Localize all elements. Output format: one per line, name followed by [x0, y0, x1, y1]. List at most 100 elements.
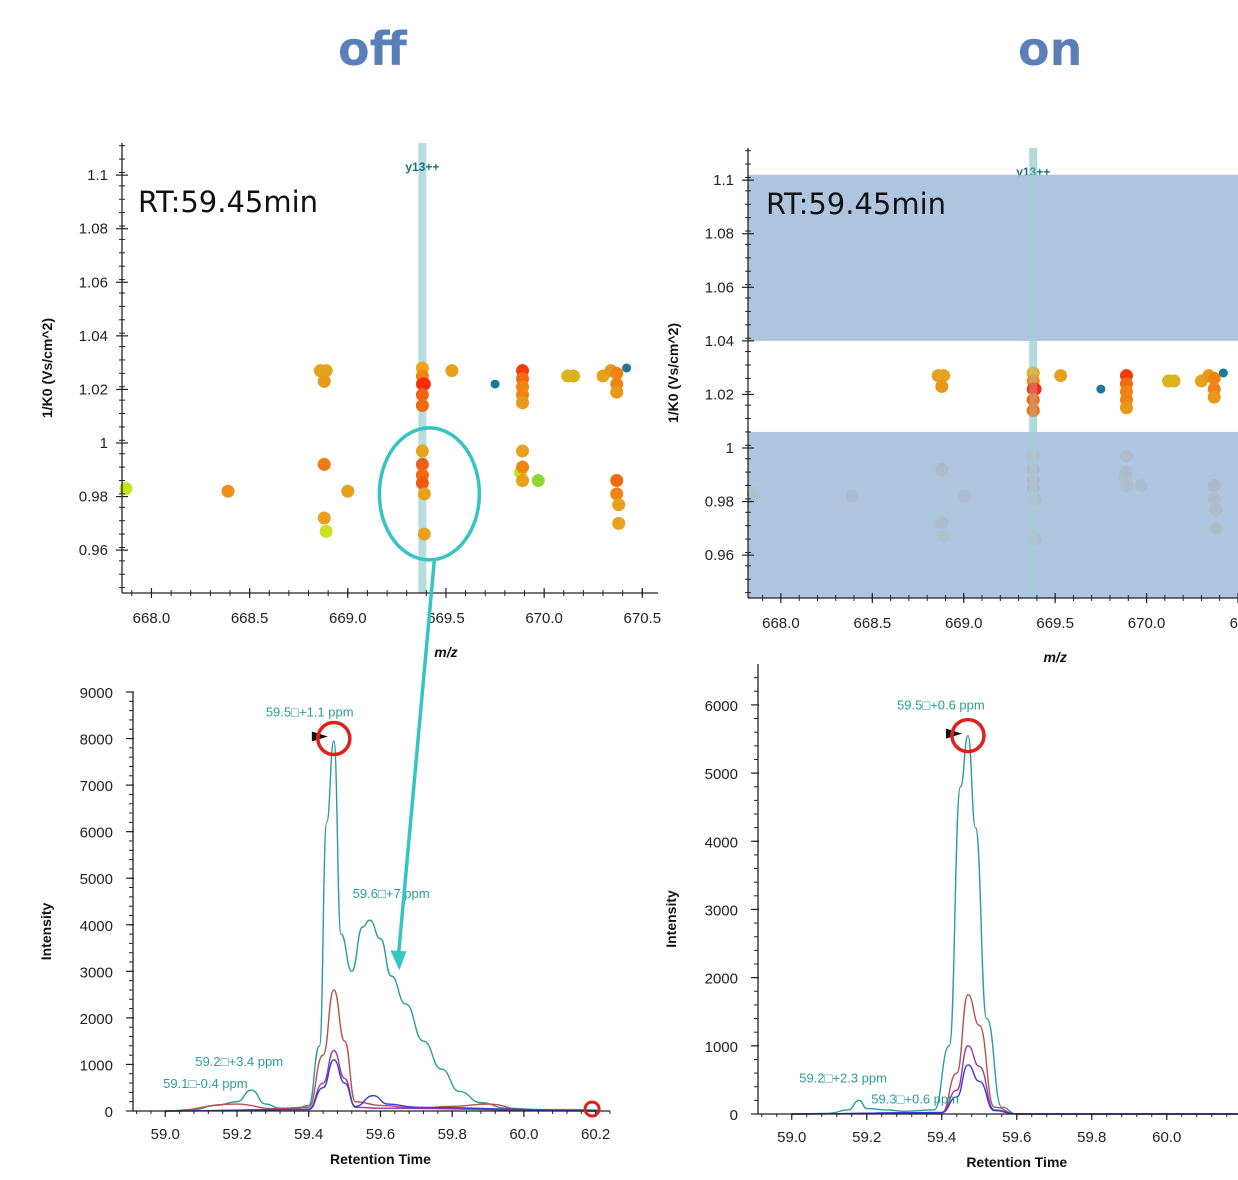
data-point — [1026, 393, 1040, 407]
x-axis-label: Retention Time — [966, 1154, 1067, 1170]
y-tick-label: 5000 — [705, 766, 738, 783]
y-tick-label: 1.02 — [705, 386, 734, 403]
data-point — [319, 524, 333, 538]
off-panel-title: off — [338, 22, 407, 76]
data-point — [415, 388, 429, 402]
chromatogram-series-0 — [165, 740, 600, 1112]
y-tick-label: 0.98 — [705, 494, 734, 511]
data-point — [1167, 374, 1181, 388]
y-tick-label: 4000 — [705, 834, 738, 851]
data-point — [415, 476, 429, 490]
apex-marker — [946, 728, 962, 739]
apex-highlight-circle — [316, 720, 352, 757]
data-point — [415, 444, 429, 458]
y-tick-label: 0 — [105, 1104, 113, 1121]
y-tick-label: 8000 — [80, 732, 113, 749]
data-point — [610, 366, 624, 380]
ion-label: y13++ — [405, 160, 439, 174]
x-tick-label: 668.5 — [854, 615, 892, 632]
chromatogram-series-0 — [791, 734, 1238, 1115]
peak-label: 59.5□+0.6 ppm — [897, 698, 985, 713]
y-tick-label: 1.06 — [705, 279, 734, 296]
retention-time-annotation: RT:59.45min — [766, 187, 946, 221]
data-point — [612, 498, 626, 512]
y-axis-label: 1/K0 (Vs/cm^2) — [39, 318, 55, 418]
y-tick-label: 1000 — [705, 1039, 738, 1056]
chromatogram-series-1 — [791, 993, 1238, 1115]
y-tick-label: 1.06 — [79, 274, 108, 291]
x-tick-label: 60.0 — [509, 1126, 538, 1143]
data-point — [1028, 382, 1042, 396]
x-tick-label: 669.5 — [427, 610, 465, 627]
data-point — [531, 474, 545, 487]
peak-label: 59.5□+1.1 ppm — [266, 705, 354, 720]
x-tick-label: 670.0 — [525, 610, 563, 627]
y-tick-label: 1.1 — [713, 172, 734, 189]
data-point — [415, 399, 429, 412]
x-tick-label: 59.4 — [927, 1129, 956, 1146]
y-tick-label: 6000 — [80, 825, 113, 842]
data-point — [1207, 371, 1221, 385]
x-tick-label: 59.6 — [1002, 1129, 1031, 1146]
y-axis-label: Intensity — [38, 903, 54, 961]
off_mobility-plot: y13++ 0.96 0.98 1 1.02 1.04 1.06 1.08 1.1 668.0 66… — [39, 143, 661, 660]
data-point — [1207, 390, 1221, 404]
data-point — [417, 487, 431, 501]
y-tick-label: 3000 — [80, 964, 113, 981]
data-point — [516, 460, 530, 474]
peak-label: 59.2□+2.3 ppm — [799, 1070, 887, 1085]
data-point — [415, 457, 429, 471]
y-tick-label: 0.96 — [705, 547, 734, 564]
data-point — [516, 444, 530, 458]
retention-time-annotation: RT:59.45min — [138, 185, 318, 219]
x-tick-label: 59.2 — [222, 1126, 251, 1143]
data-point — [319, 364, 333, 378]
data-point — [937, 369, 951, 383]
y-axis-label: Intensity — [663, 890, 679, 948]
callout-arrowhead — [390, 950, 407, 971]
x-tick-label: 59.8 — [438, 1126, 467, 1143]
x-tick-label: 668.0 — [133, 610, 171, 627]
x-tick-label: 60.2 — [581, 1126, 610, 1143]
x-tick-label: 67 — [1230, 615, 1238, 632]
y-tick-label: 3000 — [705, 902, 738, 919]
data-point — [417, 527, 431, 541]
y-tick-label: 0 — [730, 1107, 738, 1124]
data-point — [317, 511, 331, 525]
x-tick-label: 668.5 — [231, 610, 269, 627]
y-tick-label: 0.96 — [79, 542, 108, 559]
x-tick-label: 669.0 — [945, 615, 983, 632]
y-tick-label: 6000 — [705, 698, 738, 715]
y-tick-label: 1.08 — [705, 226, 734, 243]
x-tick-label: 59.8 — [1077, 1129, 1106, 1146]
y-tick-label: 1000 — [80, 1057, 113, 1074]
y-tick-label: 1 — [726, 440, 734, 457]
data-point — [610, 487, 624, 501]
y-tick-label: 2000 — [80, 1011, 113, 1028]
y-tick-label: 4000 — [80, 918, 113, 935]
callout-ellipse — [377, 426, 482, 562]
y-tick-label: 0.98 — [79, 489, 108, 506]
data-point — [610, 474, 624, 487]
y-tick-label: 1.1 — [87, 167, 108, 184]
exclusion-band — [748, 174, 1238, 341]
x-tick-label: 670.5 — [624, 610, 662, 627]
x-tick-label: 60.0 — [1152, 1129, 1181, 1146]
x-tick-label: 59.0 — [151, 1126, 180, 1143]
data-point — [221, 484, 235, 498]
y-axis-label: 1/K0 (Vs/cm^2) — [665, 323, 681, 423]
x-tick-label: 669.0 — [329, 610, 367, 627]
x-tick-label: 59.6 — [366, 1126, 395, 1143]
data-point — [1218, 368, 1228, 378]
data-point — [516, 474, 530, 487]
x-tick-label: 59.0 — [777, 1129, 806, 1146]
data-point — [445, 364, 459, 378]
y-tick-label: 2000 — [705, 971, 738, 988]
data-point — [417, 377, 431, 391]
edge-highlight-circle — [583, 1100, 601, 1118]
x-tick-label: 59.4 — [294, 1126, 323, 1143]
x-tick-label: 670.0 — [1128, 615, 1166, 632]
y-tick-label: 1.04 — [79, 328, 108, 345]
